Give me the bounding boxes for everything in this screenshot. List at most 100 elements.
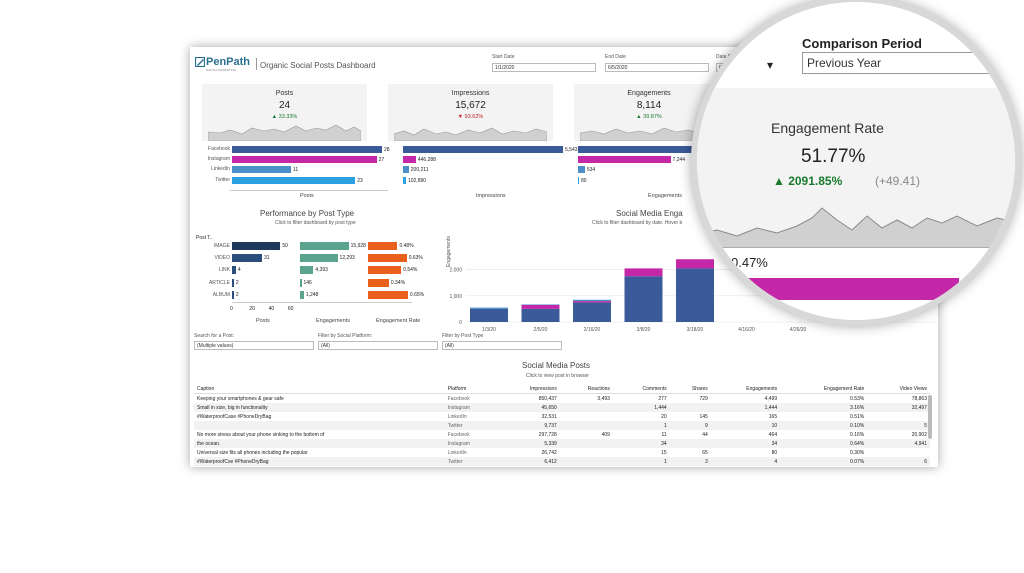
post-type-posts-bar[interactable] [232,254,262,262]
post-type-label[interactable]: ALBUM [212,292,230,298]
platform-posts-bar[interactable] [232,156,377,163]
penpath-logo-icon [195,57,205,67]
post-type-posts-bar[interactable] [232,266,236,274]
engagement-bar-linkedin[interactable] [573,299,611,302]
posts-table-column-header[interactable]: Engagement Rate [780,385,868,394]
platform-engagements-bar[interactable] [578,177,580,184]
post-type-label[interactable]: LINK [218,267,230,273]
kpi-impressions-value: 15,672 [455,100,486,111]
table-cell: LinkedIn [447,449,467,456]
platform-engagements-bar[interactable] [578,156,671,163]
platform-impressions-bar[interactable] [403,166,409,173]
post-type-engagements-bar[interactable] [300,266,314,274]
platform-engagements-bar[interactable] [578,166,585,173]
post-type-rate-bar[interactable] [368,242,398,250]
engagement-bar-linkedin[interactable] [470,307,508,309]
table-cell: 0.30% [850,449,865,456]
post-type-engagements-bar[interactable] [300,254,338,262]
kpi-impressions-sparkline [394,127,547,141]
engagement-bar-facebook[interactable] [470,308,508,322]
table-row[interactable]: the ocean. Instagram 5,339 34 34 0.64% 4,941 [194,439,930,448]
posts-table-column-header[interactable]: Platform [444,385,498,394]
platform-posts-bar[interactable] [232,146,382,153]
table-cell: the ocean. [194,439,445,448]
table-row[interactable]: Universal size fits all phones including… [194,448,930,457]
posts-table-column-header[interactable]: Shares [669,385,711,394]
table-cell: 277 [658,395,667,402]
table-row[interactable]: Twitter 9,737 1 9 10 0.10% 5 [194,421,930,430]
table-scrollbar[interactable] [928,395,932,439]
platform-posts-value: 11 [292,167,299,173]
table-cell: 15 [661,449,667,456]
platform-posts-bar[interactable] [232,177,356,184]
end-date-input[interactable]: 6/5/2020 [605,63,709,72]
engagement-bar-facebook[interactable] [624,276,663,322]
posts-table-column-header[interactable]: Comments [612,385,670,394]
platform-posts-bar[interactable] [232,166,291,173]
posts-table-column-header[interactable]: Engagements [710,385,781,394]
posts-table-column-header[interactable]: Caption [194,385,445,394]
engagement-bar-instagram[interactable] [573,301,611,303]
table-cell: 1 [612,421,670,430]
table-row[interactable]: #WaterproofCse #PhoneDryBag Twitter 6,412 1… [194,457,930,466]
table-cell: 1,444 [710,403,781,412]
engagement-bar-facebook[interactable] [521,308,560,322]
table-row[interactable]: Small in size, big in functionality Insta… [194,403,930,412]
platform-filter-select[interactable]: (All) [318,341,438,350]
table-row[interactable]: No more stress about your phone sinking … [194,430,930,439]
post-type-posts-bar[interactable] [232,242,281,250]
engagement-bar-instagram[interactable] [521,305,560,309]
table-cell: 80 [771,449,778,456]
post-type-axis-line [232,302,412,303]
table-cell: 34 [612,439,670,448]
comparison-period-select[interactable]: Previous Year [802,52,1015,74]
post-type-posts-bar[interactable] [232,279,234,287]
posts-table: Caption Platform Impressions Reactions Comme… [194,385,930,466]
start-date-input[interactable]: 1/1/2020 [492,63,596,72]
post-type-subtitle: Click to filter dashboard by post type [275,220,356,226]
post-type-rate-bar[interactable] [368,254,407,262]
post-type-axis-tick: 40 [268,306,275,312]
table-cell: 0.10% [780,421,868,430]
platform-impressions-bar[interactable] [403,146,563,153]
post-type-posts-bar[interactable] [232,291,234,299]
platform-impressions-footer: Impressions [476,193,506,199]
post-type-rate-bar[interactable] [368,291,408,299]
post-type-rate-bar[interactable] [368,279,389,287]
table-cell: 4,941 [867,439,930,448]
platform-engagements-bar[interactable] [578,146,693,153]
post-type-axis-tick: 0 [230,306,233,312]
post-type-rate-bar[interactable] [368,266,402,274]
posts-table-column-header[interactable]: Impressions [497,385,560,394]
post-type-engagements-bar[interactable] [300,242,349,250]
engagement-bar-instagram[interactable] [624,268,663,277]
posts-table-column-header[interactable]: Video Views [867,385,930,394]
post-type-label[interactable]: ARTICLE [208,280,230,286]
engagement-bar-instagram[interactable] [676,259,714,269]
post-type-rate-value: 0.63% [408,255,423,261]
engagement-bar-linkedin[interactable] [521,304,560,305]
table-cell: 26,742 [541,449,557,456]
post-type-label[interactable]: IMAGE [213,243,230,249]
table-cell: 10 [710,421,781,430]
post-type-engagements-bar[interactable] [300,279,302,287]
platform-impressions-bar[interactable] [403,156,416,163]
table-cell: Universal size fits all phones including… [197,449,308,456]
platform-engagements-value: 534 [586,167,596,173]
engagement-bar-facebook[interactable] [573,302,611,322]
post-type-label[interactable]: VIDEO [214,255,230,261]
post-type-engagements-bar[interactable] [300,291,304,299]
kpi-impressions-change: ▼ 93.62% [457,114,484,120]
posts-table-column-header[interactable]: Reactions [559,385,613,394]
table-cell: 1 [612,457,670,466]
platform-impressions-bar[interactable] [403,177,406,184]
table-cell: 0.51% [850,413,865,420]
table-cell: 5 [867,421,930,430]
platform-impressions-value: 446,288 [417,157,436,163]
comparison-chevron-icon[interactable]: ▾ [767,58,774,72]
table-row[interactable]: #WaterproofCase #PhoneDryBag LinkedIn 32,5… [194,412,930,421]
search-post-input[interactable]: (Multiple values) [194,341,314,350]
posttype-filter-select[interactable]: (All) [442,341,562,350]
table-row[interactable]: Keeping your smartphones & gear safe Face… [194,394,930,404]
engagement-chart-svg[interactable]: 2,000 1,000 0 1/3/20 2/5/20 2/16/20 3/8/20 3/18… [430,227,938,337]
